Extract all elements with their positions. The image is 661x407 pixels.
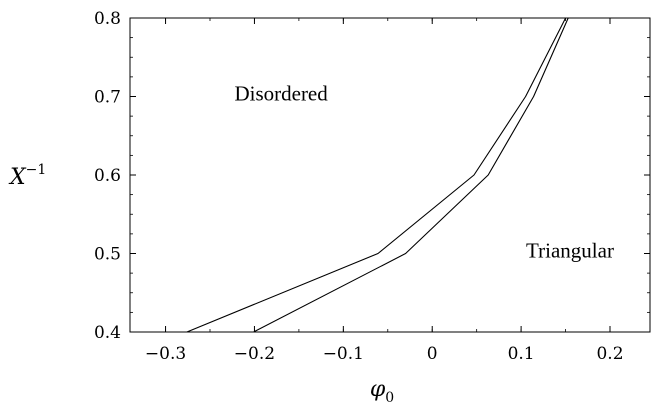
- y-tick-label: 0.5: [94, 245, 121, 265]
- y-tick-label: 0.8: [94, 9, 121, 29]
- y-tick-label: 0.6: [94, 166, 121, 186]
- y-tick-label: 0.7: [94, 88, 121, 108]
- x-axis-title-sub: 0: [385, 390, 394, 406]
- y-axis-title-sup: −1: [26, 162, 47, 178]
- series-lines: [186, 17, 569, 333]
- x-tick-label: −0.1: [323, 344, 364, 364]
- x-axis-title: φ0: [370, 377, 394, 406]
- y-tick-label: 0.4: [94, 323, 121, 343]
- phase-boundary-line-2: [253, 17, 569, 333]
- phase-boundary-line-1: [186, 17, 567, 333]
- x-tick-label: 0.1: [508, 344, 535, 364]
- y-axis-title-base: X: [8, 165, 27, 190]
- plot-frame: [129, 17, 651, 333]
- major-ticks: [130, 17, 650, 333]
- x-tick-label: −0.2: [234, 344, 275, 364]
- minor-ticks: [130, 17, 650, 333]
- x-tick-label: 0: [427, 344, 438, 364]
- x-tick-label: 0.2: [596, 344, 623, 364]
- tick-labels: −0.3 −0.2 −0.1 0 0.1 0.2 0.4 0.5 0.6 0.7 0.8: [94, 9, 624, 364]
- region-label: Disordered: [234, 81, 328, 105]
- x-tick-label: −0.3: [145, 344, 186, 364]
- region-label: Triangular: [526, 238, 614, 262]
- annotations: Disordered Triangular: [234, 81, 613, 262]
- x-axis-title-base: φ: [370, 377, 386, 402]
- y-axis-title: X−1: [8, 162, 46, 190]
